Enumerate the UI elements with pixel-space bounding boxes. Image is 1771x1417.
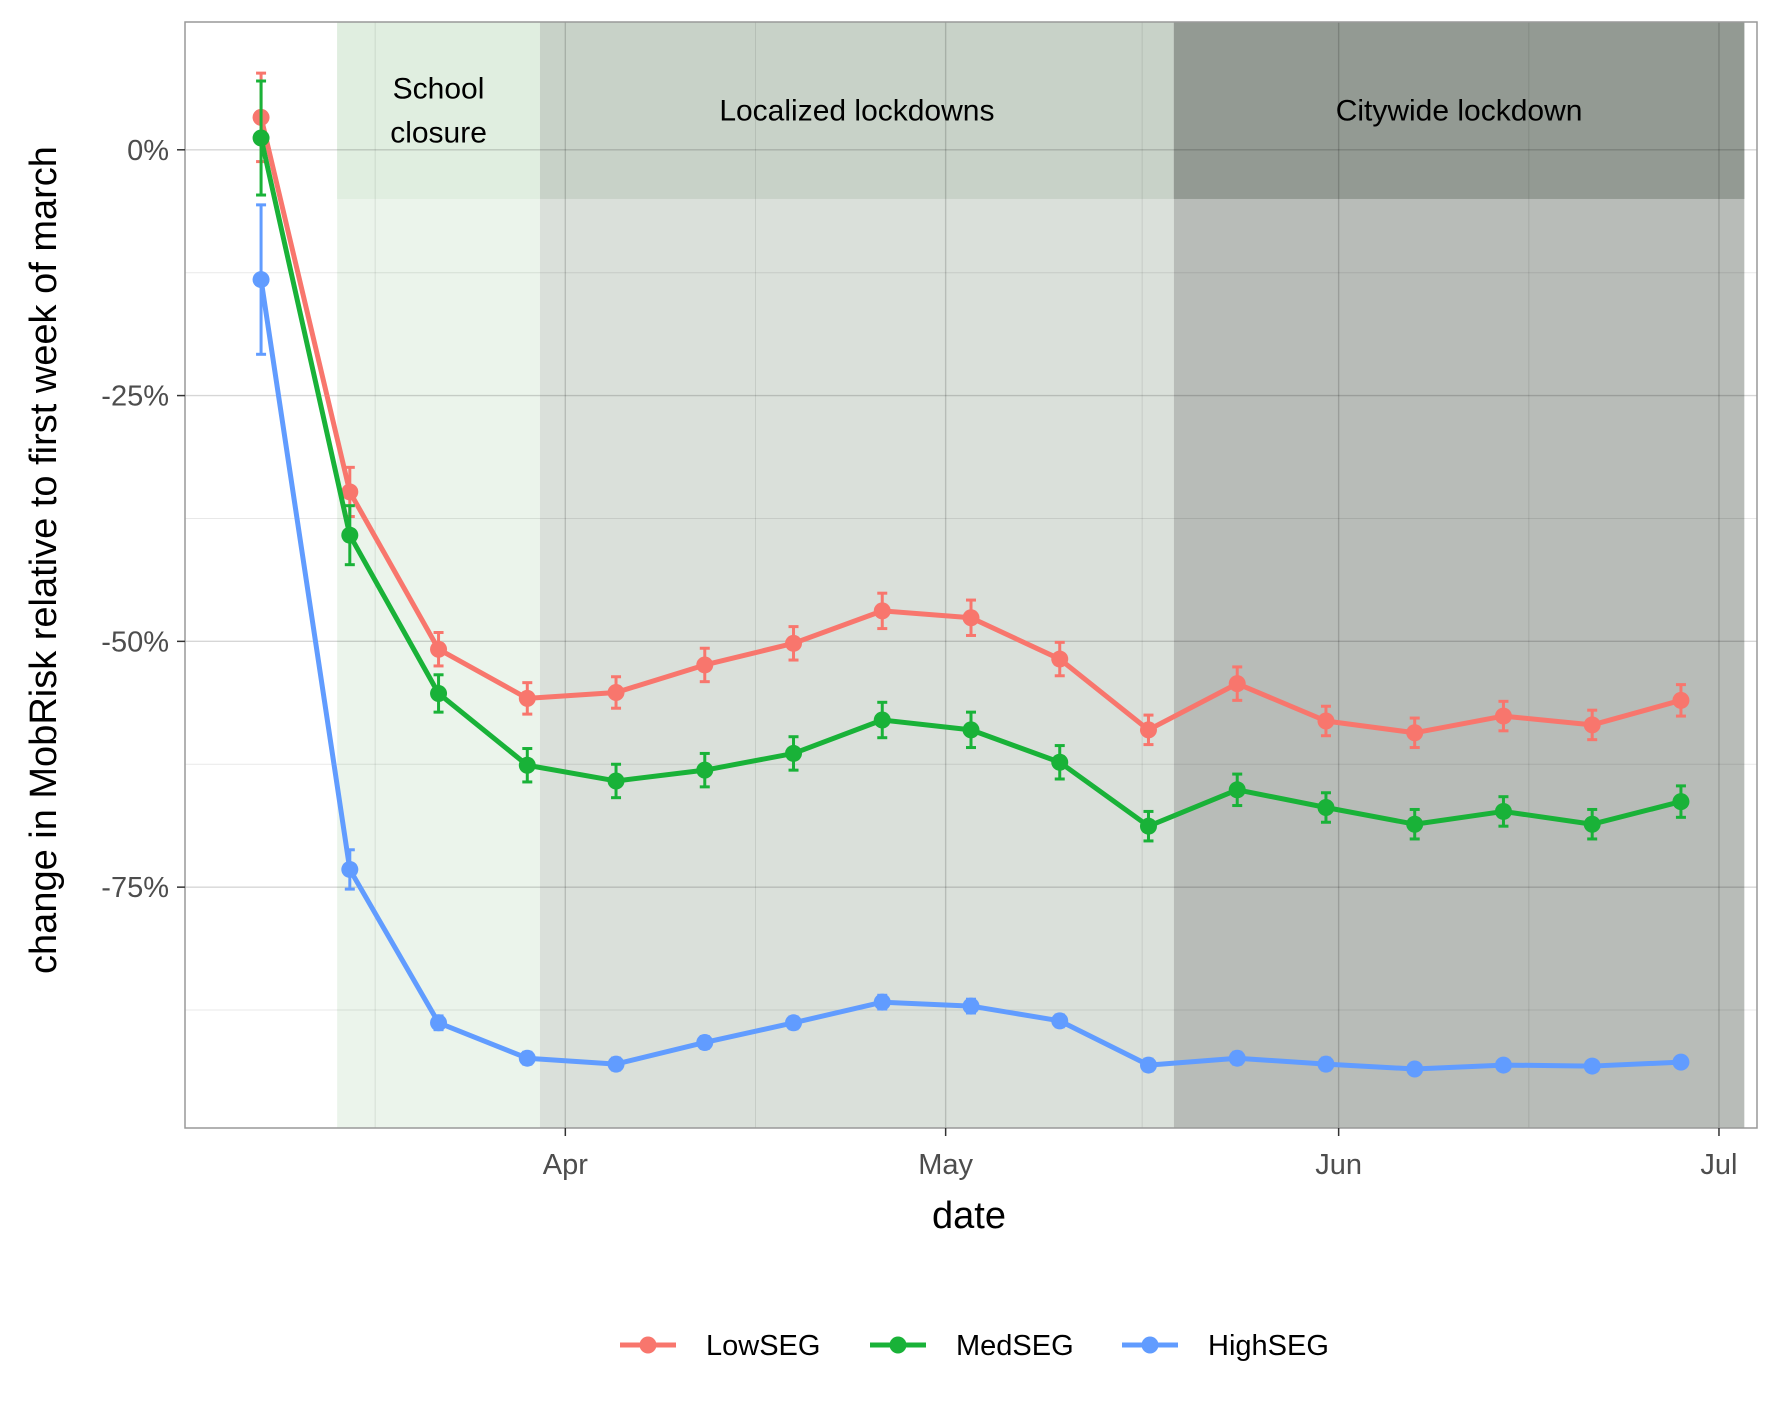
data-point bbox=[341, 483, 359, 501]
data-point bbox=[873, 993, 891, 1011]
legend: LowSEG MedSEG HighSEG bbox=[620, 1330, 1329, 1362]
phase-label-localized_lockdowns: Localized lockdowns bbox=[719, 94, 994, 127]
y-tick-label: 0% bbox=[127, 135, 169, 167]
data-point bbox=[341, 860, 359, 878]
data-point bbox=[1139, 817, 1157, 835]
series-MedSEG bbox=[252, 79, 1690, 843]
data-point bbox=[1139, 1056, 1157, 1074]
data-point bbox=[518, 689, 536, 707]
data-point bbox=[1139, 721, 1157, 739]
data-point bbox=[430, 684, 448, 702]
data-point bbox=[696, 1033, 714, 1051]
data-point bbox=[607, 1055, 625, 1073]
data-point bbox=[252, 129, 270, 147]
data-point bbox=[252, 271, 270, 289]
data-point bbox=[430, 1014, 448, 1032]
phase-labels: School closure Localized lockdowns Citywide… bbox=[390, 72, 1582, 149]
phase-label-line: Localized lockdowns bbox=[719, 94, 994, 127]
data-point bbox=[1583, 1057, 1601, 1075]
legend-key-point bbox=[639, 1336, 657, 1354]
data-point bbox=[785, 1014, 803, 1032]
legend-item-HighSEG: HighSEG bbox=[1122, 1330, 1329, 1362]
data-point bbox=[1051, 1012, 1069, 1030]
data-point bbox=[1583, 815, 1601, 833]
data-point bbox=[1494, 707, 1512, 725]
data-point bbox=[1051, 650, 1069, 668]
x-axis-title: date bbox=[932, 1195, 1006, 1237]
phase-header-localized_lockdowns bbox=[539, 22, 1174, 199]
data-point bbox=[1051, 753, 1069, 771]
data-point bbox=[696, 761, 714, 779]
data-point bbox=[1228, 1049, 1246, 1067]
legend-item-LowSEG: LowSEG bbox=[620, 1330, 820, 1362]
data-point bbox=[607, 683, 625, 701]
data-point bbox=[430, 640, 448, 658]
legend-label: LowSEG bbox=[706, 1330, 820, 1362]
data-point bbox=[962, 721, 980, 739]
y-axis: 0% -25% -50% -75% bbox=[101, 135, 185, 904]
data-point bbox=[1494, 802, 1512, 820]
data-point bbox=[1228, 781, 1246, 799]
phase-label-line: School bbox=[393, 72, 485, 105]
phase-label-school_closure: School closure bbox=[390, 72, 487, 149]
phase-label-citywide_lockdown: Citywide lockdown bbox=[1336, 94, 1583, 127]
legend-item-MedSEG: MedSEG bbox=[870, 1330, 1074, 1362]
legend-key-point bbox=[1141, 1336, 1159, 1354]
y-tick-label: -50% bbox=[101, 626, 169, 658]
data-point bbox=[518, 756, 536, 774]
data-point bbox=[1317, 712, 1335, 730]
x-tick-label: Apr bbox=[543, 1149, 588, 1181]
series-HighSEG bbox=[252, 203, 1690, 1078]
data-point bbox=[1406, 724, 1424, 742]
legend-label: HighSEG bbox=[1208, 1330, 1329, 1362]
data-point bbox=[962, 997, 980, 1015]
phase-header-school_closure bbox=[337, 22, 540, 199]
x-tick-label: Jun bbox=[1315, 1149, 1362, 1181]
x-tick-label: May bbox=[918, 1149, 973, 1181]
data-point bbox=[785, 634, 803, 652]
phase-label-line: Citywide lockdown bbox=[1336, 94, 1583, 127]
data-point bbox=[518, 1049, 536, 1067]
x-axis: Apr May Jun Jul bbox=[543, 1128, 1738, 1181]
data-point bbox=[1672, 691, 1690, 709]
data-point bbox=[1406, 1060, 1424, 1078]
phase-label-line: closure bbox=[390, 116, 487, 149]
phase-band-citywide_lockdown bbox=[1173, 22, 1745, 1128]
data-point bbox=[873, 711, 891, 729]
y-axis-title: change in MobRisk relative to first week… bbox=[23, 146, 65, 974]
data-point bbox=[607, 772, 625, 790]
data-point bbox=[696, 656, 714, 674]
data-point bbox=[1406, 815, 1424, 833]
data-point bbox=[785, 744, 803, 762]
series-layer bbox=[252, 71, 1690, 1078]
phase-band-localized_lockdowns bbox=[539, 22, 1174, 1128]
data-point bbox=[341, 526, 359, 544]
legend-label: MedSEG bbox=[956, 1330, 1074, 1362]
data-point bbox=[1583, 716, 1601, 734]
phase-bands bbox=[337, 22, 1745, 1128]
data-point bbox=[1672, 793, 1690, 811]
data-point bbox=[1672, 1053, 1690, 1071]
y-tick-label: -25% bbox=[101, 381, 169, 413]
data-point bbox=[1317, 1055, 1335, 1073]
data-point bbox=[1317, 799, 1335, 817]
series-LowSEG bbox=[252, 71, 1690, 750]
x-tick-label: Jul bbox=[1700, 1149, 1737, 1181]
grid-lines bbox=[185, 22, 1757, 1128]
legend-key-point bbox=[889, 1336, 907, 1354]
data-point bbox=[873, 602, 891, 620]
y-tick-label: -75% bbox=[101, 872, 169, 904]
panel-border bbox=[184, 21, 1758, 1129]
phase-header-citywide_lockdown bbox=[1173, 22, 1745, 199]
data-point bbox=[962, 609, 980, 627]
data-point bbox=[1228, 675, 1246, 693]
data-point bbox=[1494, 1056, 1512, 1074]
